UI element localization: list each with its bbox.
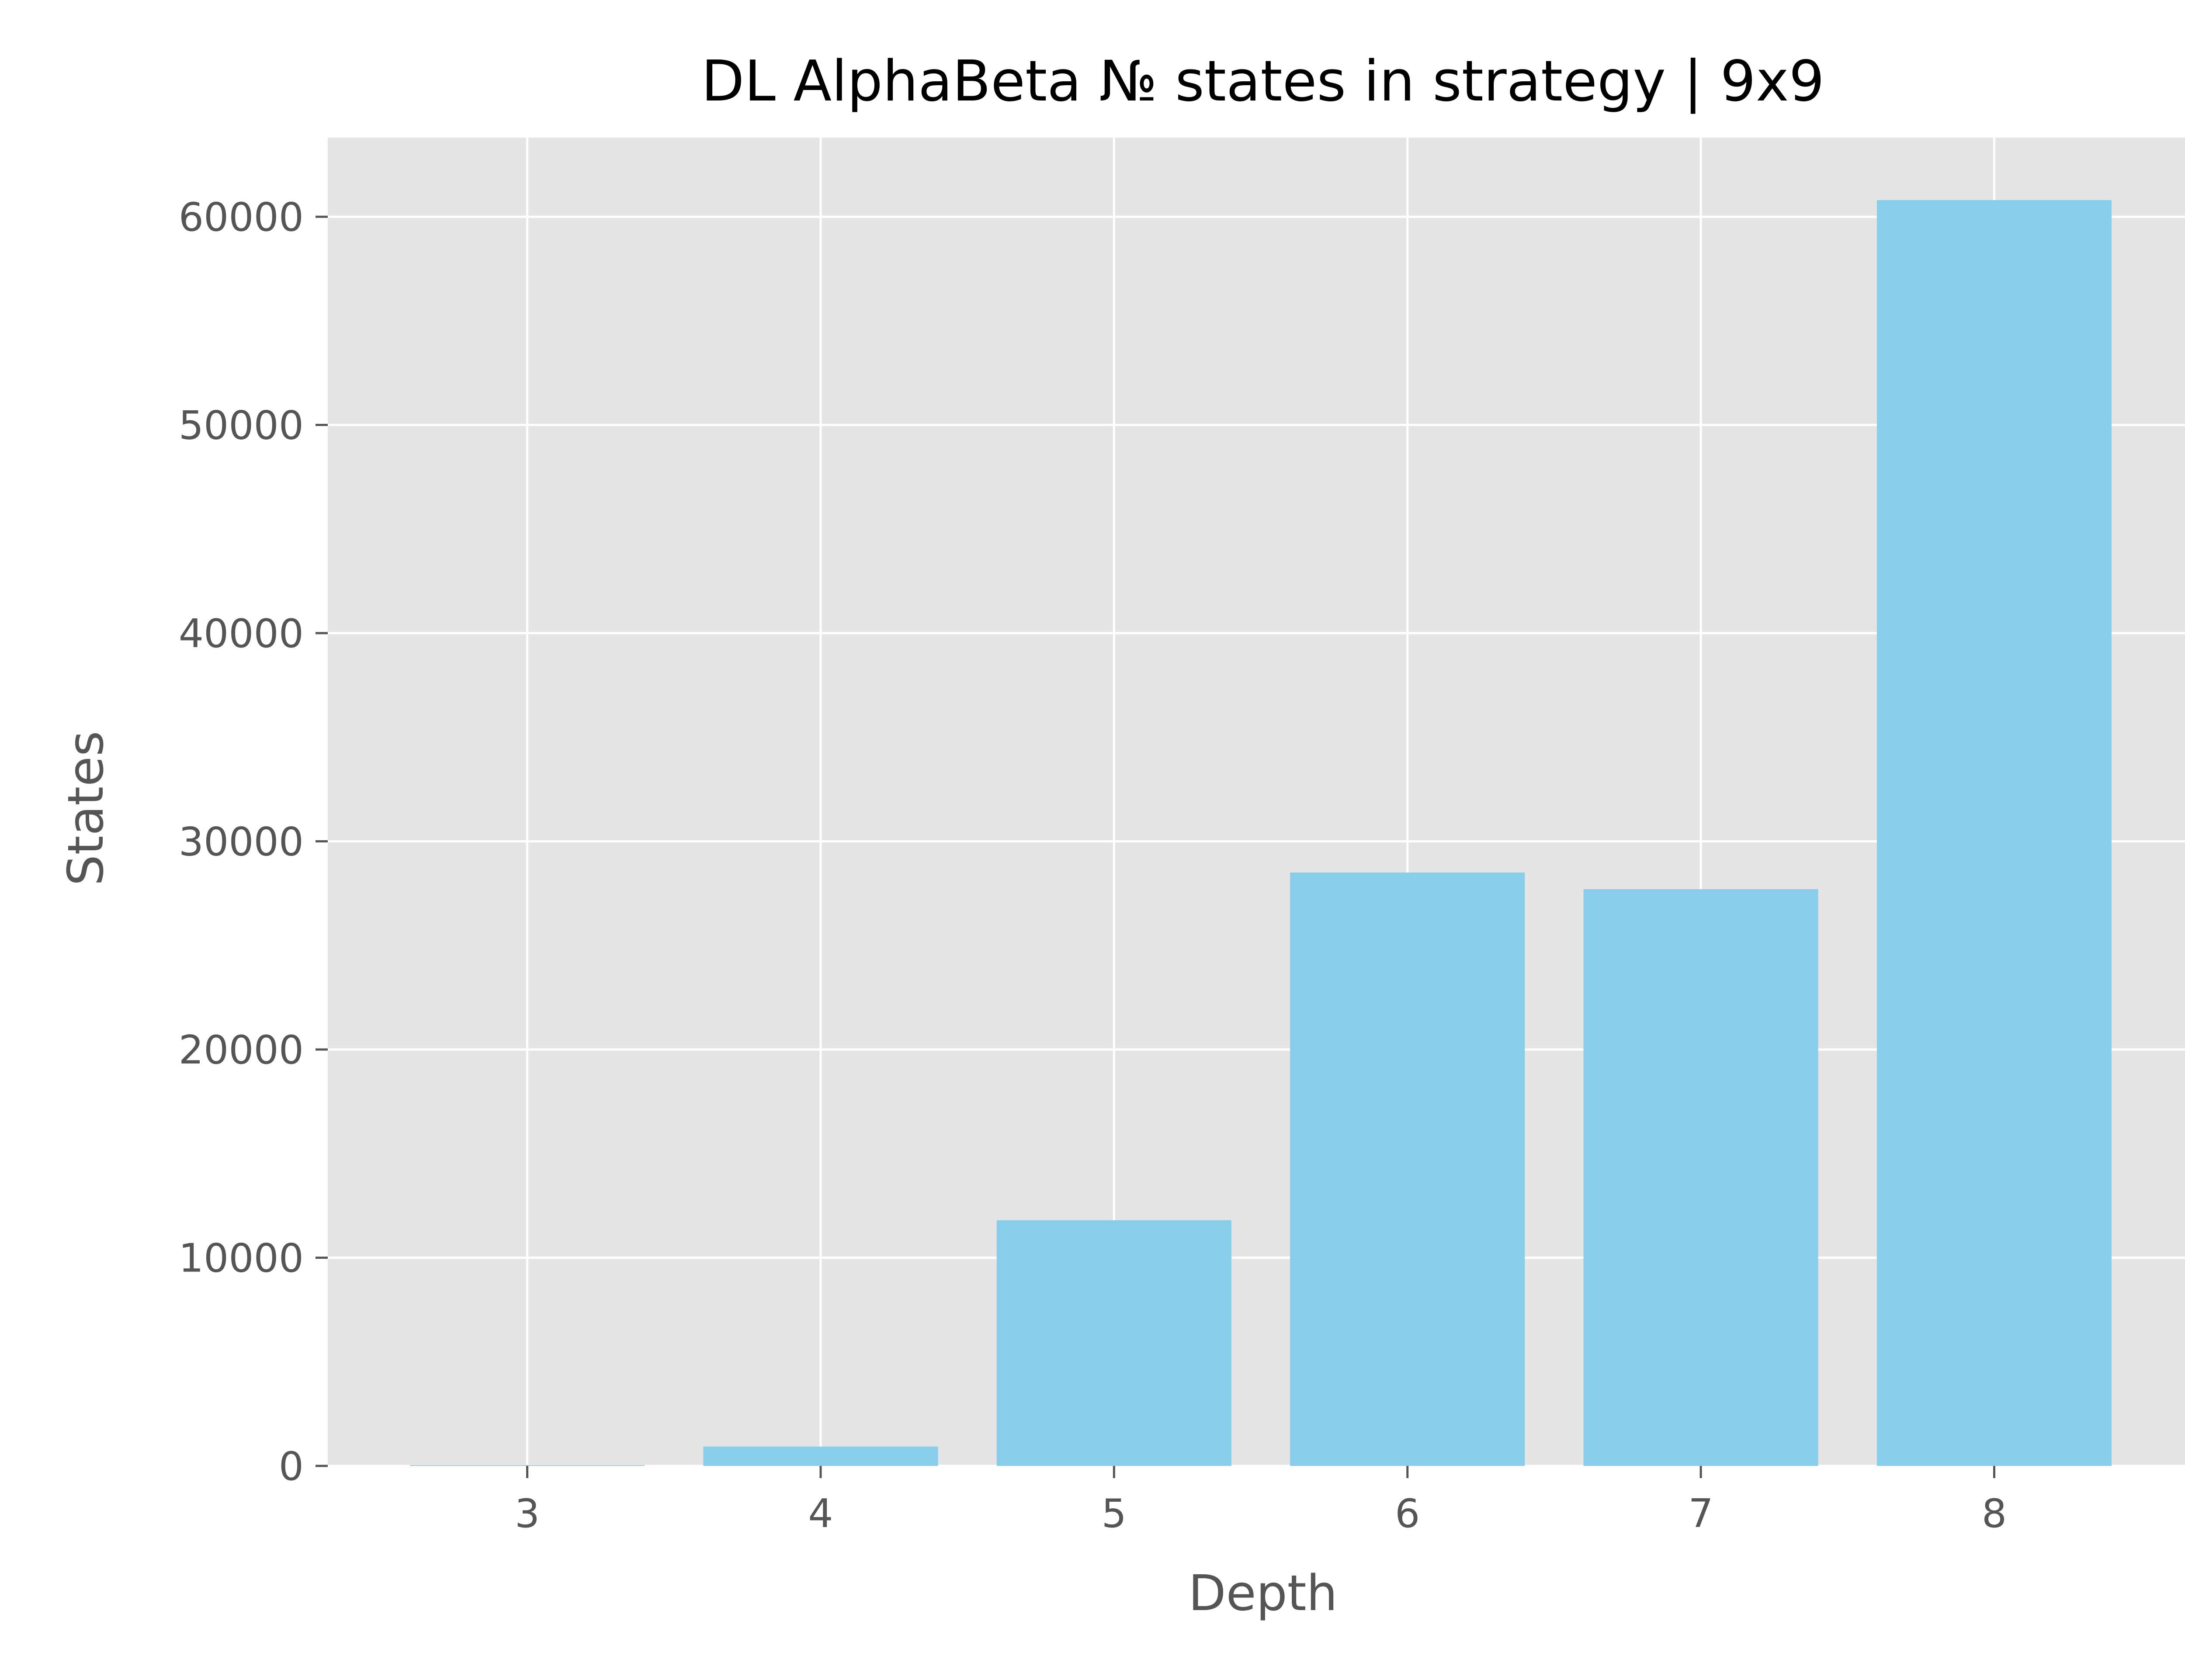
- bar-depth-7: [1583, 889, 1818, 1466]
- y-tick-label: 10000: [179, 1236, 304, 1282]
- y-tick-label: 50000: [179, 403, 304, 449]
- bar-depth-4: [703, 1446, 938, 1466]
- bar-depth-6: [1290, 873, 1525, 1466]
- bar-depth-5: [996, 1220, 1231, 1466]
- y-tick-label: 0: [279, 1444, 304, 1489]
- x-axis-label: Depth: [1188, 1565, 1337, 1622]
- y-axis-label: States: [58, 731, 114, 886]
- x-tick-label: 8: [1982, 1491, 2007, 1537]
- y-tick-label: 20000: [179, 1027, 304, 1073]
- plot-area: [328, 138, 2185, 1466]
- ticks: 0 10000 20000 30000 40000 50000 60000 3 4 5 6 7 8: [179, 194, 2007, 1537]
- y-tick-label: 60000: [179, 194, 304, 240]
- x-tick-label: 6: [1395, 1491, 1420, 1537]
- y-tick-label: 40000: [179, 611, 304, 657]
- bar-depth-8: [1876, 200, 2112, 1466]
- x-tick-label: 4: [808, 1491, 833, 1537]
- x-tick-label: 5: [1102, 1491, 1127, 1537]
- x-tick-label: 3: [515, 1491, 540, 1537]
- y-tick-label: 30000: [179, 819, 304, 865]
- x-tick-label: 7: [1688, 1491, 1713, 1537]
- bars: [409, 200, 2112, 1466]
- chart-title: DL AlphaBeta № states in strategy | 9x9: [701, 49, 1824, 114]
- bar-depth-3: [409, 1465, 645, 1466]
